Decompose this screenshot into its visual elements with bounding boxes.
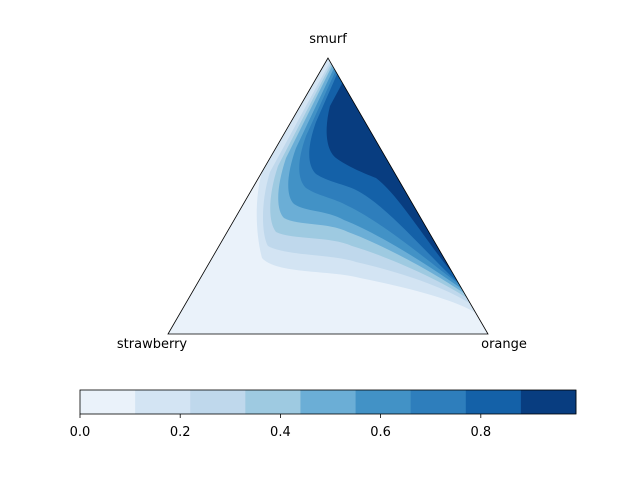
colorbar-tick-label: 0.2 [170, 425, 191, 440]
colorbar: 0.0 0.2 0.4 0.6 0.8 [70, 389, 577, 440]
vertex-label-right: orange [481, 337, 527, 352]
vertex-label-left: strawberry [117, 337, 188, 352]
colorbar-cell [410, 390, 467, 414]
colorbar-tick-label: 0.4 [270, 425, 291, 440]
colorbar-cell [135, 390, 191, 414]
colorbar-cell [520, 390, 577, 414]
colorbar-cell [190, 390, 246, 414]
colorbar-cells [80, 390, 577, 414]
ternary-plot-area: smurf strawberry orange [117, 32, 527, 352]
colorbar-frame [79, 389, 577, 415]
colorbar-cell [355, 390, 412, 414]
vertex-label-top: smurf [309, 32, 347, 47]
contour-fills [168, 58, 488, 334]
colorbar-tick-label: 0.6 [370, 425, 391, 440]
colorbar-tick-label: 0.8 [470, 425, 491, 440]
colorbar-cell [80, 390, 136, 414]
colorbar-ticks: 0.0 0.2 0.4 0.6 0.8 [70, 414, 491, 440]
colorbar-cell [300, 390, 356, 414]
colorbar-cell [245, 390, 301, 414]
colorbar-tick-label: 0.0 [70, 425, 91, 440]
colorbar-cell [465, 390, 522, 414]
ternary-triangle-outline [167, 57, 489, 335]
contour-band-8 [326, 80, 460, 282]
